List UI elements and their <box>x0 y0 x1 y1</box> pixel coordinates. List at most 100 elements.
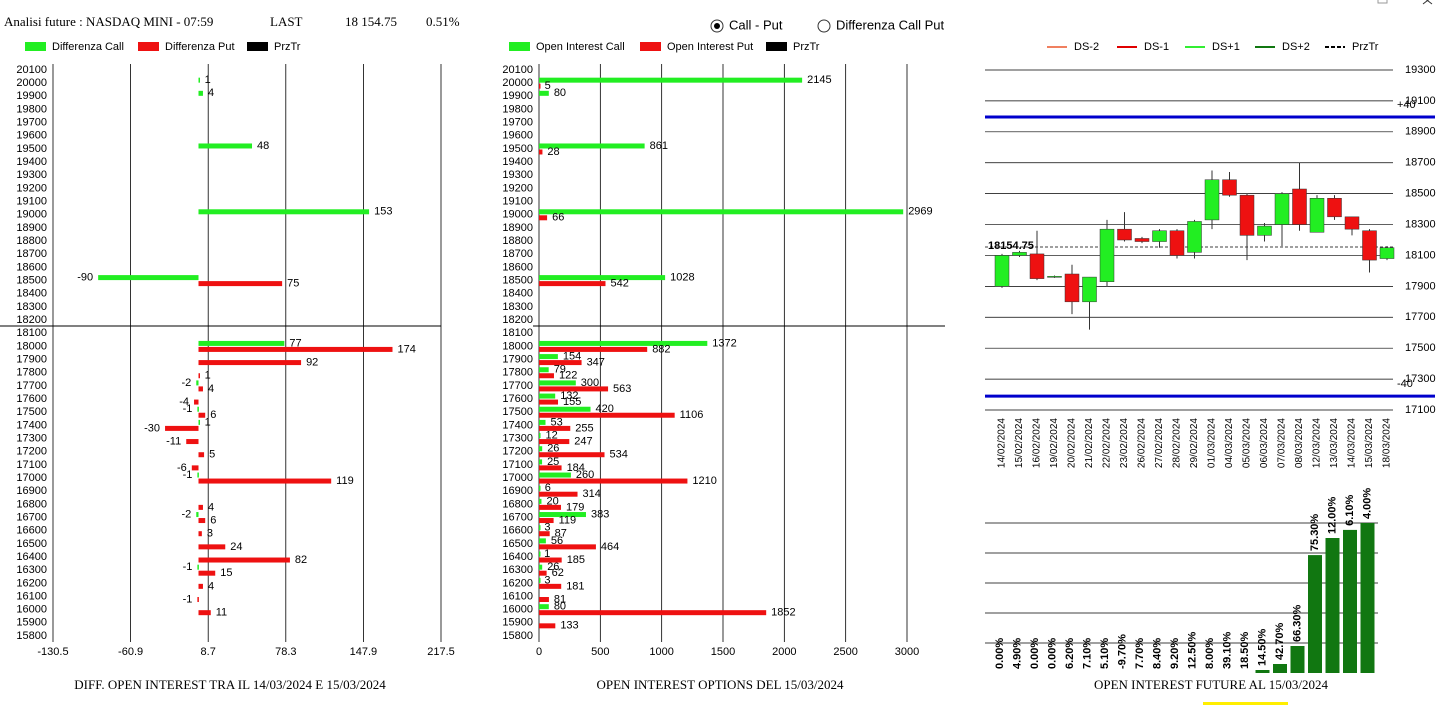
change-label: 42.70% <box>1274 622 1286 660</box>
bar-label: 77 <box>289 337 301 349</box>
y-tick-label: 17900 <box>502 353 533 365</box>
bar-label: 5 <box>209 449 215 461</box>
bar <box>539 465 562 471</box>
x-tick-label: 19/02/2024 <box>1049 418 1060 468</box>
y-tick-label: 19900 <box>16 90 47 102</box>
candle-body <box>1344 216 1360 230</box>
y-tick-label: 17100 <box>1405 404 1436 416</box>
radio-diff[interactable]: Differenza Call Put <box>817 17 945 33</box>
change-label: 0.00% <box>1029 638 1041 669</box>
y-tick-label: 16300 <box>502 564 533 576</box>
header-title: Analisi future : NASDAQ MINI - 07:59 <box>4 14 213 29</box>
reference-label: 18154.75 <box>988 240 1034 252</box>
bar <box>198 583 203 589</box>
bar <box>198 346 393 352</box>
bar-label: 81 <box>554 593 566 605</box>
y-tick-label: 16400 <box>16 551 47 563</box>
y-tick-label: 19100 <box>502 196 533 208</box>
x-tick-label: 2500 <box>833 646 857 658</box>
bar <box>1308 555 1322 673</box>
y-tick-label: 18100 <box>16 327 47 339</box>
bar-label: 5 <box>545 80 551 92</box>
x-tick-label: 12/03/2024 <box>1312 418 1323 468</box>
bar <box>539 610 767 616</box>
bar-label: 420 <box>596 403 614 415</box>
bar-label: 122 <box>559 370 577 382</box>
chart-title: OPEN INTEREST OPTIONS DEL 15/03/2024 <box>597 677 845 692</box>
bar-label: 25 <box>547 456 559 468</box>
bar <box>539 485 541 491</box>
close-button[interactable] <box>1422 0 1433 5</box>
y-tick-label: 18700 <box>502 248 533 260</box>
bar-label: 4 <box>208 383 214 395</box>
x-tick-label: 08/03/2024 <box>1294 418 1305 468</box>
bar <box>539 412 675 418</box>
bar <box>197 472 199 478</box>
radio-dot <box>714 23 720 29</box>
bar-label: 92 <box>306 356 318 368</box>
bar-label: 2145 <box>807 74 831 86</box>
bar-label: 1 <box>205 74 211 86</box>
change-label: -9.70% <box>1116 634 1128 669</box>
radio-label[interactable]: Differenza Call Put <box>836 17 945 32</box>
bar <box>539 570 547 576</box>
y-tick-label: 19800 <box>16 103 47 115</box>
bar <box>539 472 571 478</box>
candle-body <box>1047 276 1062 278</box>
y-tick-label: 17400 <box>502 419 533 431</box>
maximize-button[interactable] <box>1377 0 1388 4</box>
radio-call-put[interactable]: Call - Put <box>710 17 783 33</box>
bar-label: 861 <box>650 140 668 152</box>
bar-label: 1106 <box>680 409 704 421</box>
x-tick-label: 29/02/2024 <box>1189 418 1200 468</box>
y-tick-label: 17900 <box>16 353 47 365</box>
bar <box>539 512 586 518</box>
bar <box>539 544 596 550</box>
legend-swatch <box>25 42 46 51</box>
y-tick-label: 17500 <box>1405 342 1436 354</box>
bar <box>1343 529 1357 673</box>
x-tick-label: 27/02/2024 <box>1154 418 1165 468</box>
bar-label: 534 <box>610 449 628 461</box>
bar-label: 1852 <box>771 607 795 619</box>
bar <box>539 498 542 504</box>
y-tick-label: 16600 <box>16 525 47 537</box>
bar <box>539 564 543 570</box>
bar-label: 3 <box>544 522 550 534</box>
legend-label: DS+2 <box>1282 41 1310 53</box>
y-tick-label: 15900 <box>16 617 47 629</box>
bar <box>196 512 199 518</box>
band-label: -40 <box>1397 378 1413 390</box>
bar <box>539 143 645 149</box>
change-label: 39.10% <box>1221 631 1233 669</box>
bar <box>539 419 546 425</box>
bar <box>539 386 609 392</box>
bar <box>539 459 543 465</box>
legend-label: DS+1 <box>1212 41 1240 53</box>
bar <box>539 557 562 563</box>
bar <box>198 452 205 458</box>
y-tick-label: 19500 <box>502 143 533 155</box>
bar <box>198 557 290 563</box>
y-tick-label: 18200 <box>502 314 533 326</box>
radio-label[interactable]: Call - Put <box>729 17 783 32</box>
bar-label: 75 <box>287 278 299 290</box>
radio-button[interactable] <box>817 19 831 33</box>
y-tick-label: 19200 <box>502 182 533 194</box>
bar-label: 133 <box>560 620 578 632</box>
bar-label: 155 <box>563 396 581 408</box>
bar-label: -1 <box>183 403 193 415</box>
legend-label: DS-2 <box>1074 41 1099 53</box>
change-label: 14.50% <box>1256 628 1268 666</box>
bar <box>98 275 199 281</box>
bar-label: -6 <box>177 462 187 474</box>
bar-label: 15 <box>220 567 232 579</box>
bar-label: 185 <box>567 554 585 566</box>
bar-label: -2 <box>181 377 191 389</box>
y-tick-label: 18600 <box>502 261 533 273</box>
y-tick-label: 18200 <box>16 314 47 326</box>
bar-label: -30 <box>144 422 160 434</box>
y-tick-label: 17800 <box>502 367 533 379</box>
bar <box>198 478 332 484</box>
bar-label: 1210 <box>692 475 716 487</box>
